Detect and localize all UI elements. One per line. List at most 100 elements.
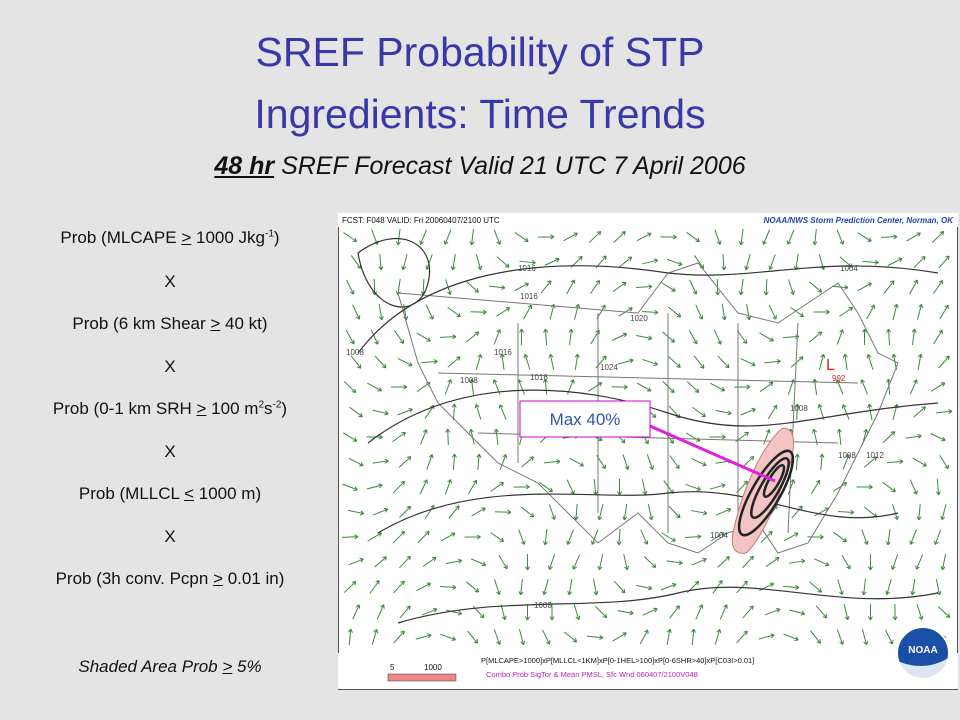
wind-arrow — [493, 629, 501, 645]
wind-arrow — [374, 355, 387, 369]
wind-arrow — [857, 232, 872, 242]
wind-arrow — [549, 603, 555, 621]
wind-arrow — [713, 329, 722, 345]
wind-arrow — [451, 453, 457, 471]
wind-arrow — [906, 232, 921, 242]
wind-arrow — [937, 606, 951, 619]
wind-arrow — [666, 628, 672, 645]
wind-arrow — [490, 481, 505, 492]
isobar-label: 1016 — [520, 292, 538, 301]
text: 1000 m) — [194, 484, 262, 503]
wind-arrow — [666, 258, 683, 266]
wind-arrow — [860, 379, 868, 395]
wind-arrow — [616, 528, 622, 546]
wind-arrow — [464, 534, 481, 540]
wind-arrow — [762, 229, 771, 245]
wind-arrow — [758, 633, 775, 640]
ingredient: Prob (3h conv. Pcpn > 0.01 in) — [0, 569, 340, 589]
wind-arrow — [518, 578, 524, 596]
subtitle: 48 hr SREF Forecast Valid 21 UTC 7 April… — [0, 152, 960, 181]
text: X — [164, 527, 176, 546]
wind-arrow — [347, 628, 353, 646]
ingredient: Prob (6 km Shear > 40 kt) — [0, 314, 340, 334]
wind-arrow — [597, 504, 604, 521]
wind-arrow — [790, 306, 804, 318]
wind-arrow — [666, 560, 683, 566]
forecast-label: FCST: F048 VALID: Fri 20060407/2100 UTC — [342, 216, 500, 225]
wind-arrow — [818, 353, 826, 370]
wind-arrow — [933, 329, 943, 345]
wind-arrow — [543, 328, 549, 346]
wind-arrow — [909, 379, 918, 395]
wind-arrow — [476, 453, 482, 471]
text: s — [264, 399, 273, 418]
text: Prob (6 km Shear — [72, 314, 211, 333]
wind-arrow — [520, 506, 535, 518]
wind-arrow — [446, 558, 463, 564]
text: 40 kt) — [220, 314, 268, 333]
text: > — [213, 569, 223, 588]
isobar-label: 1008 — [838, 451, 856, 460]
wind-arrow — [475, 353, 483, 370]
wind-arrow — [594, 605, 608, 619]
isobar-label: 1008 — [790, 404, 808, 413]
isobar-label: 1008 — [460, 376, 478, 385]
wind-arrow — [790, 356, 804, 368]
wind-arrow — [930, 433, 946, 442]
wind-arrow — [810, 479, 821, 495]
wind-arrow — [618, 256, 633, 268]
wind-arrow — [910, 579, 916, 596]
wind-arrow — [401, 254, 408, 271]
wind-arrow — [346, 279, 355, 295]
text: Prob (MLLCL — [78, 484, 185, 503]
wind-arrow — [469, 378, 475, 395]
wind-arrow — [573, 604, 581, 621]
ingredient: Prob (MLLCL < 1000 m) — [0, 484, 340, 504]
wind-arrow — [933, 529, 942, 545]
text: 0.01 in) — [223, 569, 285, 588]
wind-arrow — [736, 330, 748, 344]
wind-arrow — [916, 503, 922, 521]
wind-arrow — [371, 628, 379, 645]
wind-arrow — [466, 281, 479, 293]
wind-arrow — [684, 534, 702, 540]
wind-arrow — [496, 307, 511, 317]
wind-arrow — [715, 409, 732, 416]
wind-arrow — [939, 304, 949, 320]
wind-arrow — [883, 280, 895, 294]
wind-arrow — [691, 458, 707, 467]
wind-arrow — [420, 429, 428, 445]
wind-arrow — [540, 280, 552, 294]
wind-arrow — [791, 505, 803, 519]
wind-arrow — [831, 284, 849, 290]
wind-arrow — [866, 304, 875, 320]
wind-arrow — [566, 279, 575, 295]
wind-arrow — [661, 532, 676, 542]
wind-arrow — [448, 505, 460, 519]
wind-arrow — [764, 607, 781, 616]
wind-arrow — [867, 403, 873, 420]
wind-arrow — [841, 404, 850, 420]
wind-arrow — [661, 282, 676, 292]
legend-label: 1000 — [424, 663, 442, 672]
text: X — [164, 357, 176, 376]
wind-arrow — [467, 479, 478, 495]
wind-arrow — [343, 381, 357, 394]
text: 1000 Jkg — [191, 228, 266, 247]
wind-arrow — [588, 230, 602, 243]
wind-arrow — [350, 355, 362, 369]
wind-arrow — [421, 359, 438, 365]
callout-text: Max 40% — [550, 410, 621, 429]
wind-arrow — [525, 553, 531, 571]
wind-arrow — [617, 610, 634, 616]
wind-arrow — [393, 530, 406, 544]
subtitle-text: SREF Forecast Valid 21 UTC 7 April 2006 — [274, 152, 746, 180]
wind-arrow — [422, 556, 437, 568]
wind-arrow — [836, 629, 844, 645]
wind-arrow — [548, 504, 556, 520]
wind-arrow — [612, 332, 628, 341]
wind-arrow — [837, 579, 844, 596]
wind-arrow — [500, 604, 507, 621]
wind-arrow — [935, 409, 953, 414]
wind-arrow — [341, 534, 359, 540]
